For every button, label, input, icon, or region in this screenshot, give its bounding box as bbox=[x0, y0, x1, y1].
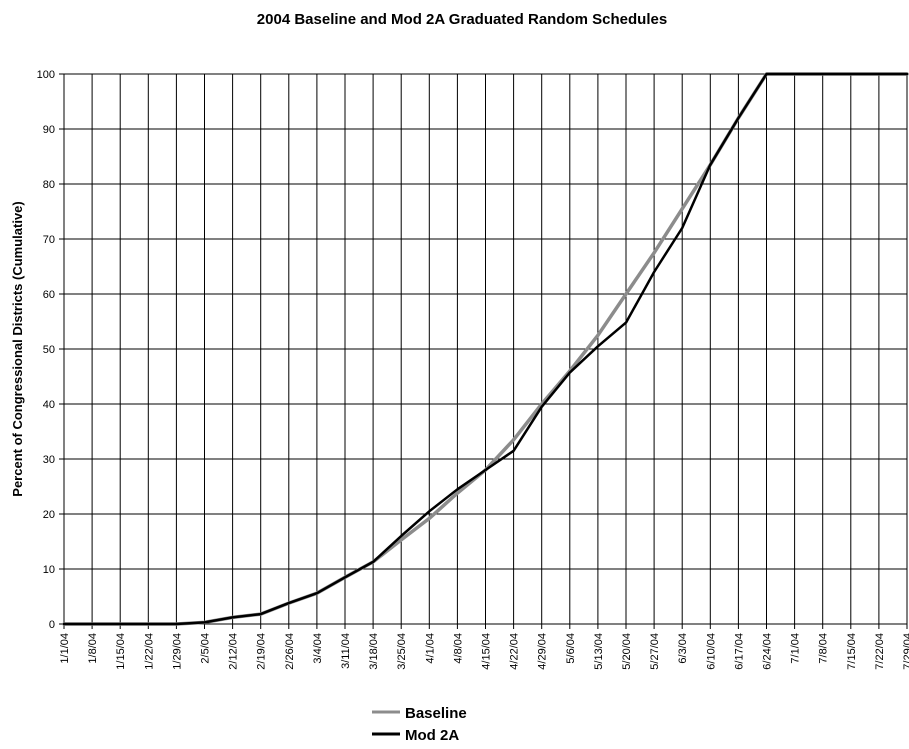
y-tick-label: 10 bbox=[43, 564, 55, 576]
legend-label-mod-2a: Mod 2A bbox=[405, 727, 459, 744]
x-tick-label: 4/22/04 bbox=[509, 633, 521, 670]
x-tick-label: 6/17/04 bbox=[733, 633, 745, 670]
x-tick-label: 3/4/04 bbox=[312, 633, 324, 664]
y-axis-label: Percent of Congressional Districts (Cumu… bbox=[10, 201, 25, 496]
x-tick-label: 7/1/04 bbox=[790, 633, 802, 664]
y-tick-label: 50 bbox=[43, 344, 55, 356]
x-tick-label: 1/29/04 bbox=[171, 633, 183, 670]
x-tick-label: 2/12/04 bbox=[228, 633, 240, 670]
y-tick-label: 0 bbox=[49, 619, 55, 631]
x-tick-label: 7/29/04 bbox=[902, 633, 909, 670]
x-tick-label: 3/25/04 bbox=[396, 633, 408, 670]
x-tick-label: 5/27/04 bbox=[649, 633, 661, 670]
y-tick-label: 90 bbox=[43, 124, 55, 136]
x-tick-label: 4/15/04 bbox=[481, 633, 493, 670]
x-tick-label: 2/5/04 bbox=[200, 633, 212, 664]
x-tick-label: 2/19/04 bbox=[256, 633, 268, 670]
x-tick-label: 7/22/04 bbox=[874, 633, 886, 670]
x-tick-label: 7/8/04 bbox=[818, 633, 830, 664]
series-line-mod-2a bbox=[62, 72, 909, 626]
x-tick-label: 3/11/04 bbox=[340, 633, 352, 669]
x-tick-label: 3/18/04 bbox=[368, 633, 380, 670]
tick-labels: 0 10 20 30 40 50 60 70 80 90 100 1/1/04 1/8/04 1/15/0… bbox=[37, 69, 909, 670]
y-tick-label: 70 bbox=[43, 234, 55, 246]
y-tick-label: 40 bbox=[43, 399, 55, 411]
x-tick-label: 1/1/04 bbox=[59, 633, 71, 664]
x-tick-label: 5/6/04 bbox=[565, 633, 577, 664]
x-tick-label: 1/22/04 bbox=[143, 633, 155, 670]
grid-lines bbox=[63, 73, 908, 625]
chart-title: 2004 Baseline and Mod 2A Graduated Rando… bbox=[257, 11, 667, 28]
y-tick-label: 60 bbox=[43, 289, 55, 301]
x-tick-label: 2/26/04 bbox=[284, 633, 296, 670]
x-tick-label: 1/15/04 bbox=[115, 633, 127, 670]
y-tick-label: 30 bbox=[43, 454, 55, 466]
y-tick-label: 80 bbox=[43, 179, 55, 191]
x-tick-label: 5/13/04 bbox=[593, 633, 605, 670]
x-tick-label: 6/3/04 bbox=[677, 633, 689, 664]
x-tick-label: 7/15/04 bbox=[846, 633, 858, 670]
x-tick-label: 5/20/04 bbox=[621, 633, 633, 670]
x-tick-label: 1/8/04 bbox=[87, 633, 99, 664]
x-tick-label: 4/8/04 bbox=[452, 633, 464, 664]
series-lines bbox=[62, 72, 909, 626]
x-tick-label: 4/29/04 bbox=[537, 633, 549, 670]
x-tick-label: 6/10/04 bbox=[705, 633, 717, 670]
x-tick-label: 6/24/04 bbox=[762, 633, 774, 670]
legend-label-baseline: Baseline bbox=[405, 705, 467, 722]
y-tick-label: 20 bbox=[43, 509, 55, 521]
y-tick-label: 100 bbox=[37, 69, 55, 81]
axes bbox=[59, 73, 908, 629]
x-tick-label: 4/1/04 bbox=[424, 633, 436, 664]
legend: Baseline Mod 2A bbox=[372, 705, 467, 744]
